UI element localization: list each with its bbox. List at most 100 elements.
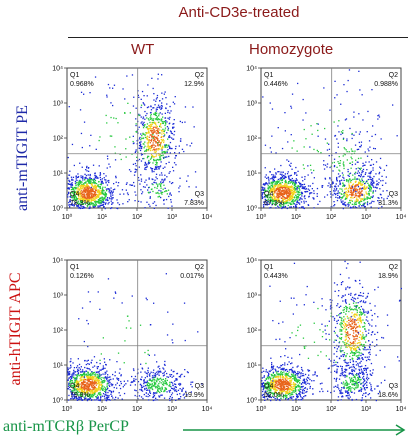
event-dot (140, 145, 142, 147)
event-dot (158, 128, 160, 130)
event-dot (357, 157, 360, 160)
event-dot (282, 200, 284, 202)
event-dot (267, 201, 269, 203)
event-dot (97, 189, 99, 191)
event-dot (84, 202, 86, 204)
event-dot (184, 106, 187, 108)
event-dot (112, 189, 115, 191)
event-dot (174, 390, 176, 392)
event-dot (334, 204, 336, 206)
event-dot (101, 190, 103, 192)
event-dot (328, 182, 330, 184)
event-dot (147, 349, 149, 352)
event-dot (97, 194, 99, 196)
event-dot (289, 189, 292, 191)
event-dot (144, 388, 146, 391)
event-dot (269, 384, 271, 386)
event-dot (276, 194, 278, 196)
event-dot (108, 191, 110, 193)
event-dot (274, 204, 276, 206)
event-dot (156, 106, 158, 109)
event-dot (327, 185, 329, 187)
event-dot (273, 380, 275, 383)
event-dot (157, 191, 159, 194)
event-dot (290, 191, 293, 193)
event-dot (271, 135, 273, 137)
event-dot (342, 203, 345, 206)
event-dot (294, 387, 296, 389)
event-dot (267, 386, 269, 389)
event-dot (305, 383, 307, 385)
event-dot (309, 387, 311, 389)
event-dot (148, 386, 150, 388)
event-dot (359, 194, 361, 196)
event-dot (359, 146, 361, 148)
event-dot (93, 380, 96, 382)
event-dot (153, 302, 155, 304)
event-dot (153, 122, 156, 124)
event-dot (291, 181, 293, 183)
event-dot (86, 386, 88, 388)
event-dot (158, 118, 160, 121)
event-dot (265, 369, 267, 371)
event-dot (301, 383, 303, 385)
event-dot (161, 129, 163, 132)
event-dot (277, 205, 279, 207)
event-dot (93, 386, 95, 388)
event-dot (132, 135, 134, 137)
event-dot (172, 388, 174, 390)
event-dot (160, 379, 163, 381)
event-dot (289, 196, 292, 198)
event-dot (145, 114, 147, 117)
event-dot (288, 375, 290, 377)
event-dot (83, 376, 85, 378)
event-dot (172, 126, 174, 128)
event-dot (115, 384, 117, 386)
event-dot (75, 388, 78, 391)
quadrant-label-q4: Q4 (70, 191, 79, 198)
event-dot (96, 388, 98, 390)
event-dot (286, 184, 288, 186)
event-dot (179, 374, 182, 376)
event-dot (101, 192, 103, 194)
event-dot (171, 396, 173, 399)
event-dot (144, 118, 146, 120)
event-dot (307, 382, 309, 384)
event-dot (172, 371, 174, 373)
event-dot (109, 381, 111, 384)
event-dot (170, 147, 172, 150)
event-dot (105, 114, 107, 117)
event-dot (344, 201, 346, 204)
event-dot (147, 84, 149, 86)
event-dot (143, 393, 145, 396)
event-dot (262, 382, 264, 385)
event-dot (92, 190, 94, 192)
event-dot (294, 377, 297, 379)
event-dot (135, 194, 137, 196)
event-dot (96, 397, 98, 399)
event-dot (172, 375, 175, 377)
event-dot (94, 373, 96, 375)
event-dot (164, 144, 166, 146)
event-dot (356, 184, 358, 186)
event-dot (155, 155, 157, 158)
event-dot (149, 123, 152, 126)
event-dot (357, 183, 359, 185)
event-dot (302, 373, 304, 375)
event-dot (155, 383, 157, 385)
event-dot (300, 206, 303, 208)
event-dot (72, 390, 74, 393)
event-dot (140, 384, 143, 387)
event-dot (122, 203, 124, 205)
event-dot (161, 140, 163, 142)
event-dot (278, 183, 281, 186)
event-dot (381, 175, 383, 177)
event-dot (94, 389, 96, 391)
event-dot (98, 190, 100, 192)
event-dot (153, 137, 155, 139)
event-dot (67, 385, 70, 387)
event-dot (181, 148, 184, 150)
event-dot (83, 193, 85, 196)
event-dot (149, 383, 151, 385)
event-dot (91, 186, 93, 188)
